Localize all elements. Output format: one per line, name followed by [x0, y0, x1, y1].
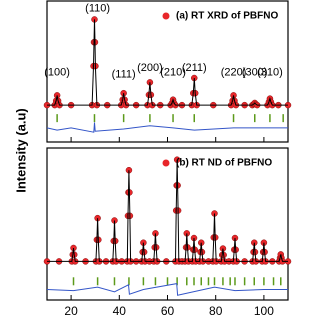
x-tick-label: 60 — [161, 304, 175, 318]
x-tick-label: 20 — [64, 304, 78, 318]
legend-label: (b) RT ND of PBFNO — [176, 158, 272, 169]
x-tick-label: 100 — [254, 304, 274, 318]
hkl-label: (210) — [160, 66, 186, 78]
hkl-label: (100) — [44, 66, 70, 78]
hkl-label: (110) — [85, 2, 110, 14]
plot-frame — [46, 147, 289, 301]
x-tick-label: 40 — [113, 304, 127, 318]
legend-label: (a) RT XRD of PBFNO — [176, 11, 278, 22]
difference-line — [46, 122, 288, 133]
hkl-label: (211) — [182, 62, 207, 74]
legend-marker — [162, 159, 170, 167]
legend-marker — [162, 12, 170, 20]
y-axis-label: Intensity (a.u) — [13, 108, 28, 193]
x-tick-label: 80 — [209, 304, 223, 318]
hkl-label: (111) — [112, 69, 136, 81]
hkl-label: (200) — [137, 62, 163, 74]
calculated-line — [47, 159, 288, 262]
hkl-label: (220) — [221, 66, 247, 78]
calculated-line — [47, 19, 288, 106]
difference-line — [46, 283, 288, 296]
hkl-label: (310) — [257, 66, 283, 78]
hkl-label: (300) — [242, 66, 268, 78]
